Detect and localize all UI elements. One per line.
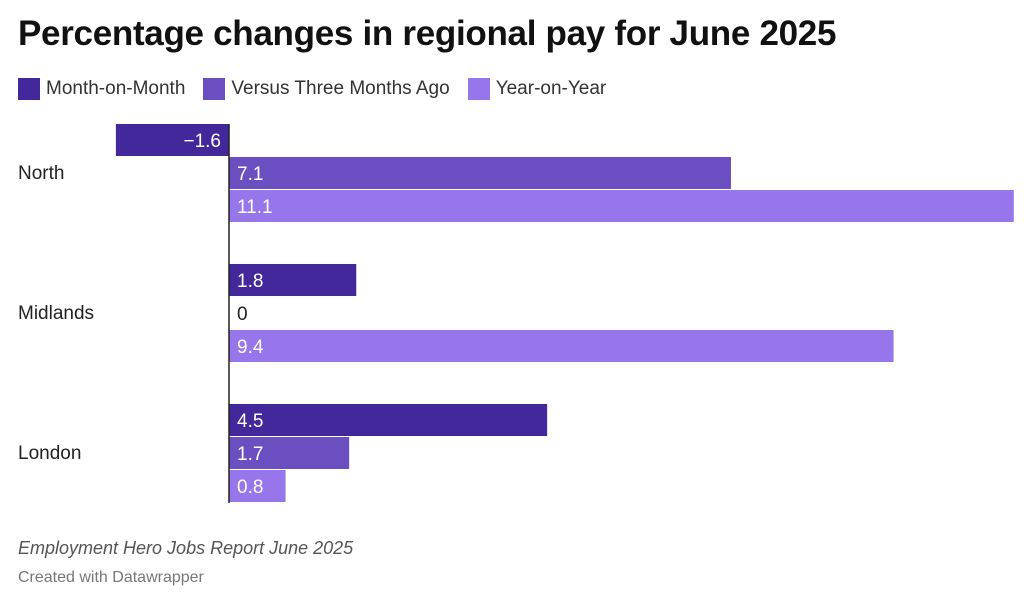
data-label-year-on-year-london: 0.8 [237, 477, 263, 498]
data-label-month-on-month-north: −1.6 [183, 131, 221, 152]
chart-title: Percentage changes in regional pay for J… [18, 14, 837, 53]
source-note: Employment Hero Jobs Report June 2025 [18, 538, 354, 558]
chart-legend: Month-on-Month Versus Three Months Ago Y… [18, 76, 624, 102]
bar-year-on-year-north [229, 190, 1014, 222]
data-label-year-on-year-north: 11.1 [237, 197, 273, 218]
category-label-midlands: Midlands [18, 303, 94, 324]
bar-year-on-year-london [229, 470, 286, 502]
legend-item-month-on-month: Month-on-Month [18, 78, 185, 100]
legend-label-month-on-month: Month-on-Month [46, 78, 186, 99]
legend-swatch-month-on-month [18, 78, 40, 100]
bar-month-on-month-midlands [229, 264, 357, 296]
bar-versus-three-months-ago-london [229, 437, 350, 469]
bar-month-on-month-london [229, 404, 548, 436]
legend-swatch-year-on-year [467, 78, 490, 100]
bar-versus-three-months-ago-north [229, 157, 731, 189]
data-label-month-on-month-midlands: 1.8 [237, 271, 263, 292]
data-label-month-on-month-london: 4.5 [237, 411, 263, 432]
data-label-versus-three-months-ago-midlands: 0 [237, 304, 248, 325]
legend-swatch-versus-three-months-ago [203, 78, 226, 100]
legend-label-year-on-year: Year-on-Year [495, 78, 607, 99]
category-label-north: North [18, 163, 64, 184]
data-label-year-on-year-midlands: 9.4 [237, 337, 264, 358]
bar-month-on-month-north [115, 124, 229, 156]
legend-label-versus-three-months-ago: Versus Three Months Ago [231, 78, 450, 99]
credit-note: Created with Datawrapper [18, 569, 204, 586]
legend-item-versus-three-months-ago: Versus Three Months Ago [203, 78, 450, 100]
data-label-versus-three-months-ago-london: 1.7 [237, 444, 263, 465]
legend-item-year-on-year: Year-on-Year [467, 78, 607, 100]
bar-year-on-year-midlands [229, 330, 894, 362]
category-label-london: London [18, 443, 81, 464]
data-label-versus-three-months-ago-north: 7.1 [237, 164, 263, 185]
